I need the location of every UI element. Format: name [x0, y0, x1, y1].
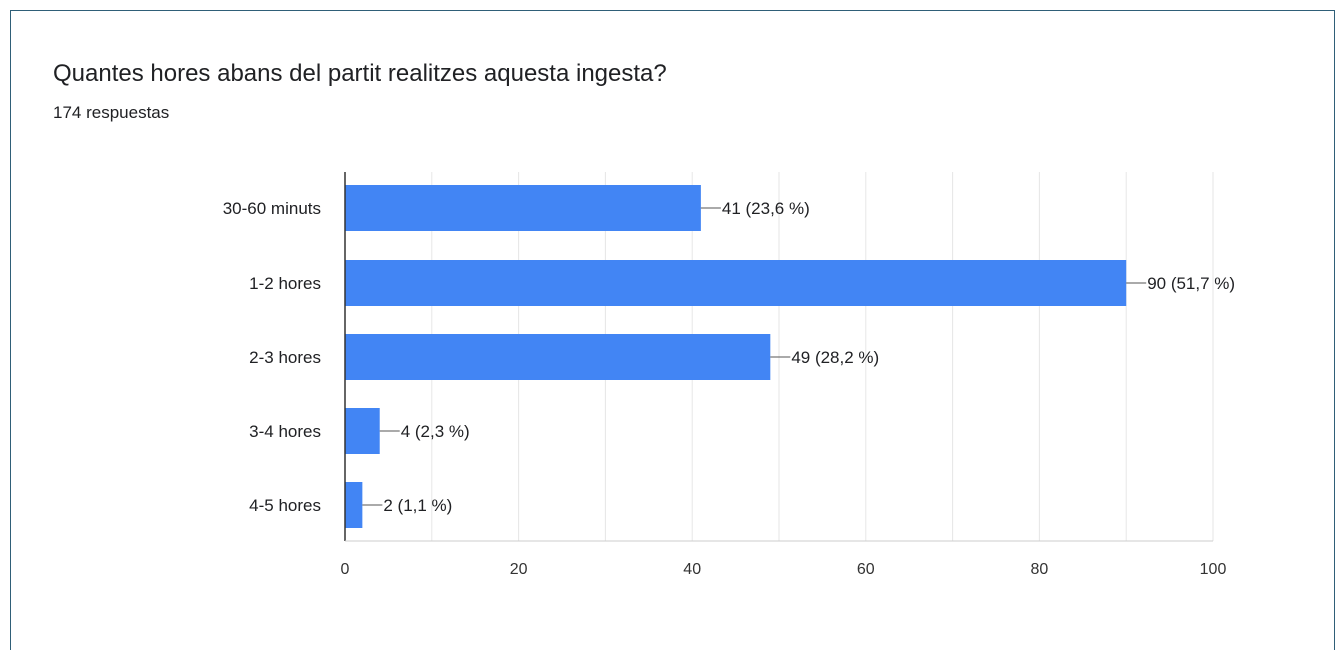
- x-tick-label: 60: [857, 561, 875, 578]
- x-tick-label: 80: [1031, 561, 1049, 578]
- bar: [345, 260, 1127, 306]
- x-tick-label: 20: [510, 561, 528, 578]
- category-label: 4-5 hores: [249, 496, 321, 515]
- bar: [345, 482, 363, 528]
- x-tick-label: 0: [341, 561, 350, 578]
- data-label: 49 (28,2 %): [791, 348, 879, 367]
- data-label: 4 (2,3 %): [401, 422, 470, 441]
- x-tick-label: 40: [683, 561, 701, 578]
- bar: [345, 334, 771, 380]
- data-label: 2 (1,1 %): [383, 496, 452, 515]
- category-label: 1-2 hores: [249, 274, 321, 293]
- response-count: 174 respuestas: [53, 103, 170, 122]
- data-label: 41 (23,6 %): [722, 199, 810, 218]
- bar: [345, 408, 380, 454]
- chart-title: Quantes hores abans del partit realitzes…: [53, 60, 667, 87]
- chart-card: [10, 10, 1335, 650]
- category-label: 30-60 minuts: [223, 199, 321, 218]
- category-label: 3-4 hores: [249, 422, 321, 441]
- bar: [345, 185, 701, 231]
- x-tick-label: 100: [1200, 561, 1227, 578]
- category-label: 2-3 hores: [249, 348, 321, 367]
- data-label: 90 (51,7 %): [1147, 274, 1235, 293]
